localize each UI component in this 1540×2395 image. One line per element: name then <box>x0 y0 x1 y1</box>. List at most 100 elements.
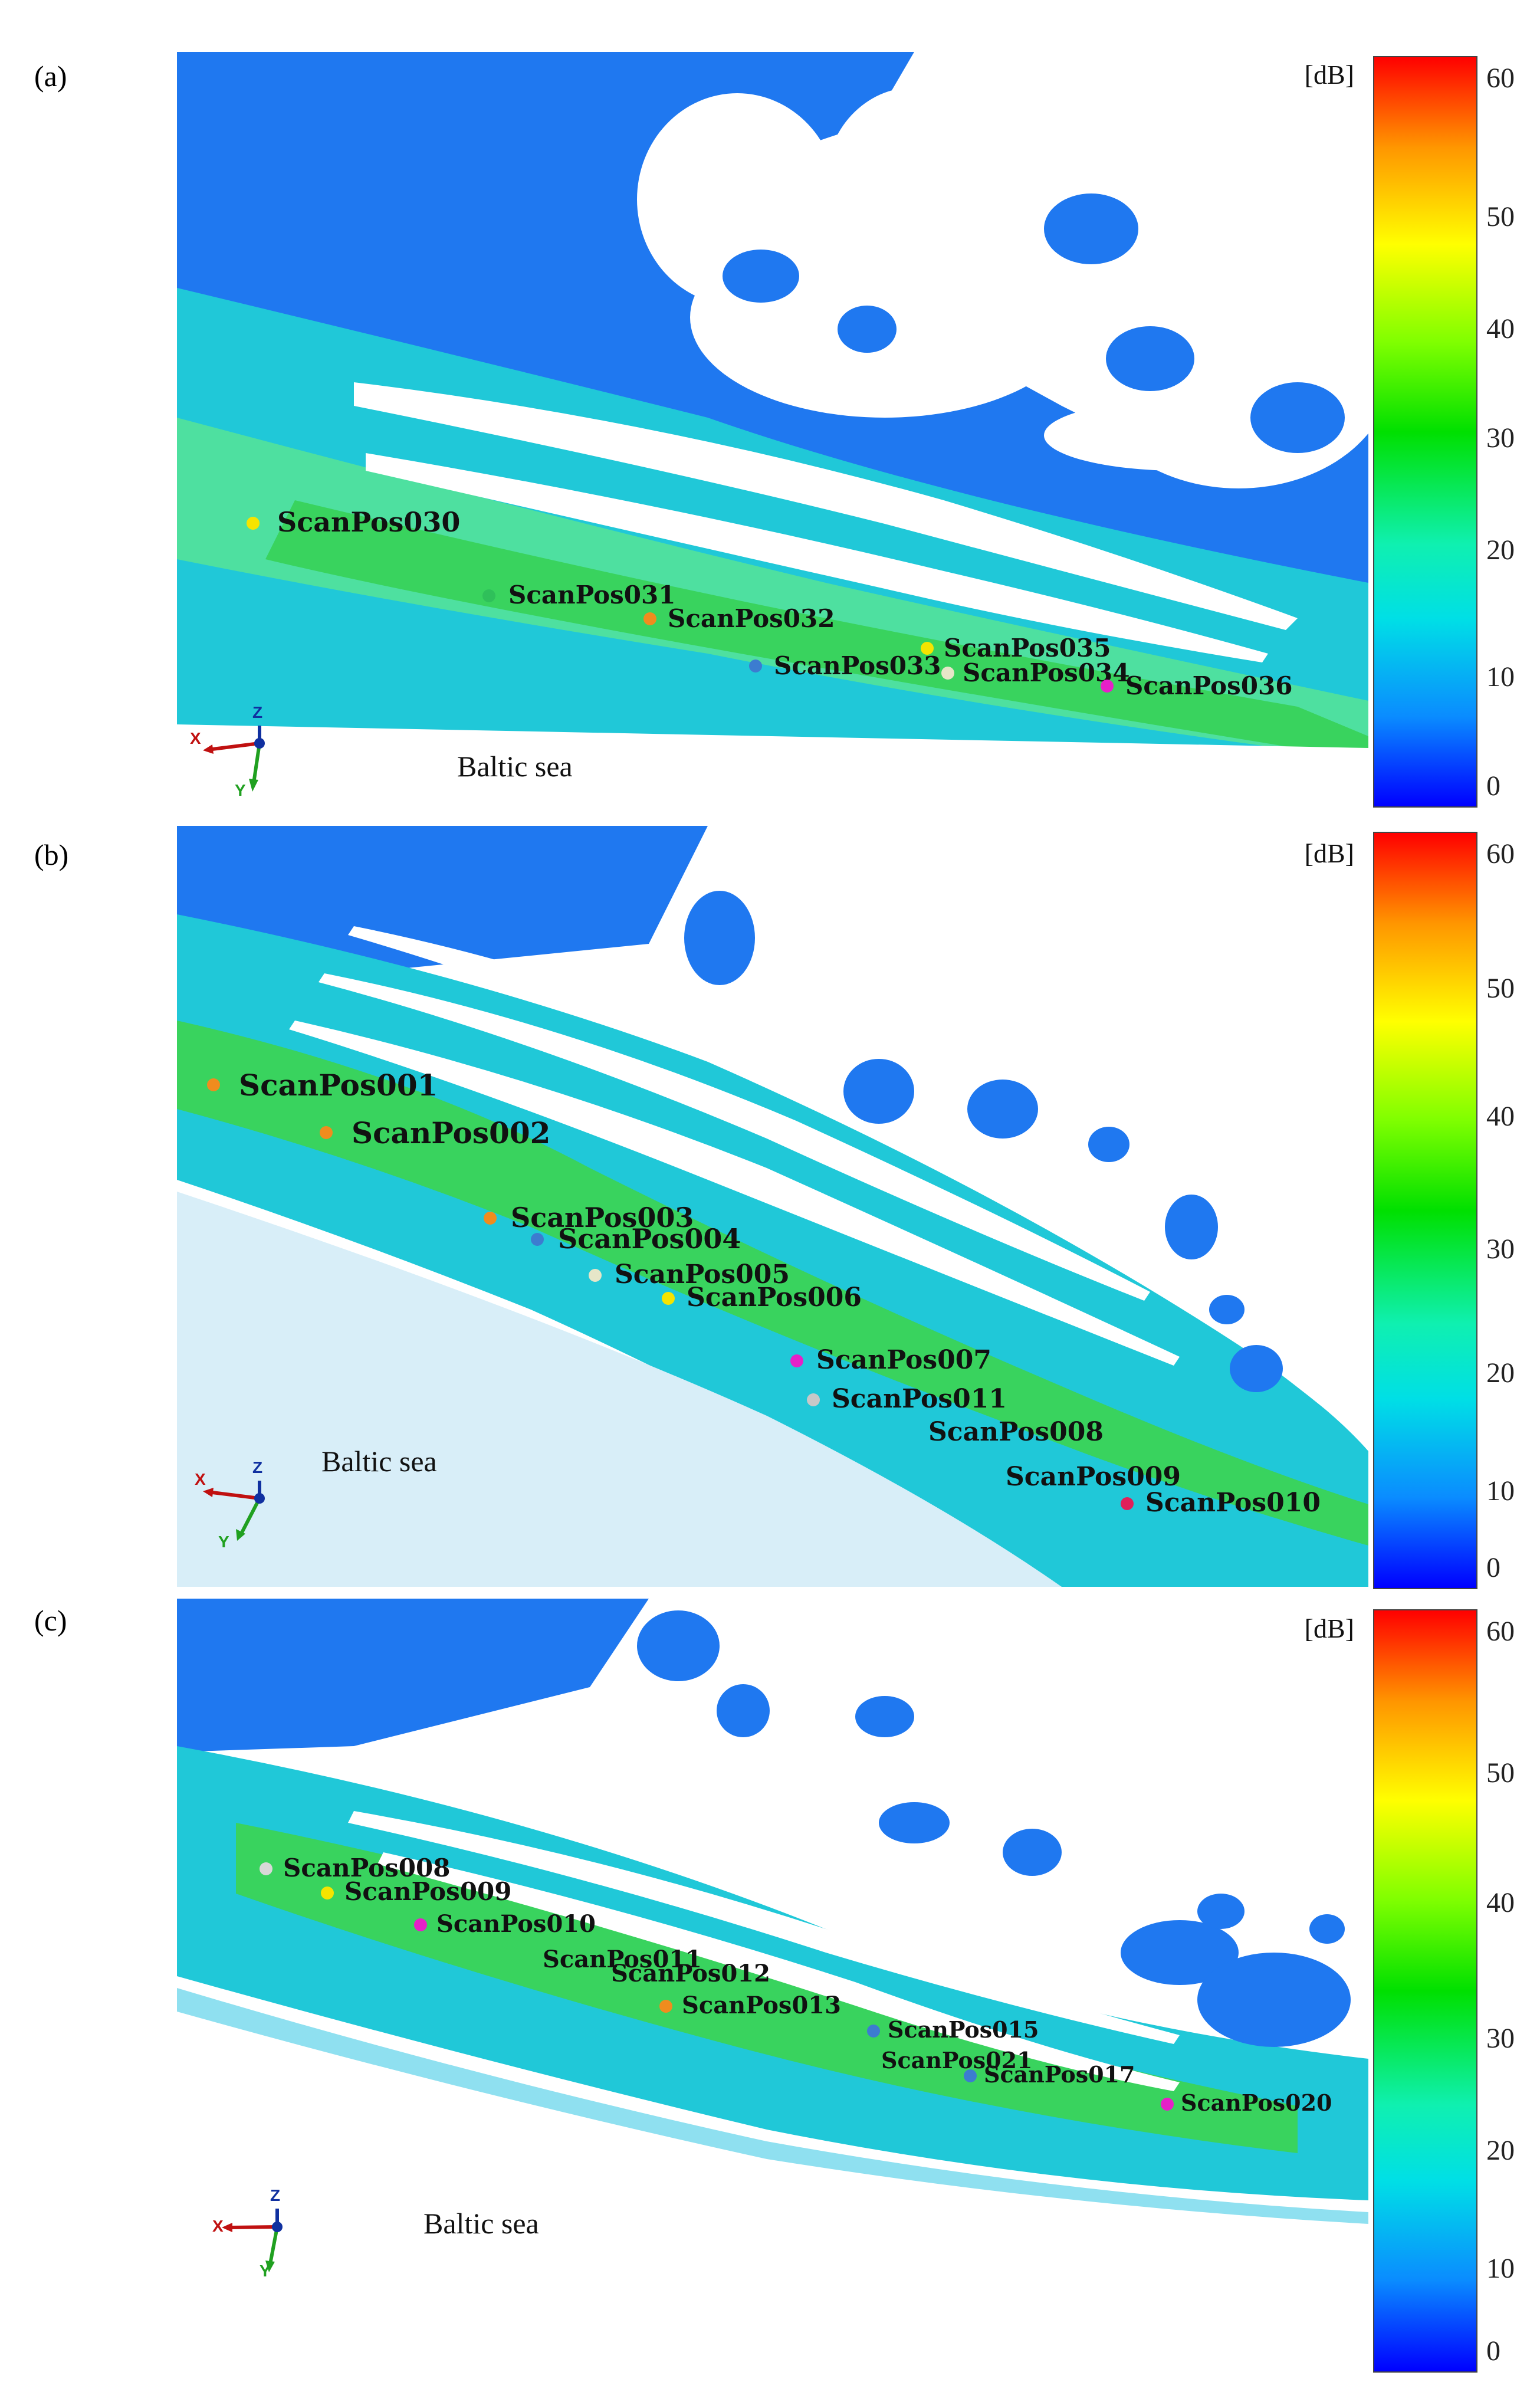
scan-position-label: ScanPos035 <box>944 634 1111 662</box>
scan-position-marker[interactable] <box>414 1918 427 1931</box>
panel-label: (a) <box>34 60 67 93</box>
sea-label: Baltic sea <box>423 2207 539 2240</box>
axis-x-label: X <box>190 729 201 747</box>
colorbar-tick: 0 <box>1486 2335 1500 2367</box>
scan-position-label: ScanPos010 <box>1145 1488 1321 1518</box>
scan-position-marker[interactable] <box>643 612 656 625</box>
colorbar-tick: 0 <box>1486 770 1500 802</box>
scan-position-marker[interactable] <box>482 589 495 602</box>
scan-position-label: ScanPos005 <box>615 1259 790 1290</box>
scan-position-label: ScanPos033 <box>774 651 941 680</box>
panel-b: (b) ScanPos001 ScanPos002 ScanPos003 Sca… <box>0 820 1540 1599</box>
scan-position-label: ScanPos012 <box>611 1960 770 1987</box>
scan-position-label: ScanPos020 <box>1181 2089 1332 2116</box>
scan-position-label: ScanPos007 <box>816 1345 991 1375</box>
colorbar-tick: 50 <box>1486 201 1515 232</box>
colorbar-unit: [dB] <box>1304 838 1354 868</box>
scan-position-label: ScanPos004 <box>558 1223 741 1255</box>
axes-triad: X Z Y <box>183 703 271 799</box>
colorbar-ticks: 60 50 40 30 20 10 0 <box>1368 56 1539 805</box>
colorbar-tick: 30 <box>1486 2023 1515 2054</box>
colorbar-tick: 10 <box>1486 1475 1515 1507</box>
axis-z-label: Z <box>252 703 263 721</box>
panel-a: (a) ScanPos030 ScanPos031 <box>0 0 1540 820</box>
scan-position-marker[interactable] <box>484 1212 497 1225</box>
scan-position-label: ScanPos030 <box>277 506 461 538</box>
scan-position-marker[interactable] <box>320 1126 333 1139</box>
panel-label: (c) <box>34 1604 67 1637</box>
scan-position-label: ScanPos011 <box>543 1945 702 1973</box>
scan-position-marker[interactable] <box>589 1269 602 1282</box>
colorbar <box>1373 832 1477 1589</box>
scan-position-marker[interactable] <box>964 2069 977 2082</box>
scan-position-label: ScanPos017 <box>984 2061 1135 2088</box>
scan-position-label: ScanPos009 <box>1006 1462 1181 1492</box>
scan-position-marker[interactable] <box>867 2025 880 2038</box>
colorbar-tick: 40 <box>1486 313 1515 345</box>
point-cloud-map[interactable] <box>177 52 1368 770</box>
colorbar <box>1373 1609 1477 2373</box>
scan-position-label: ScanPos008 <box>928 1417 1104 1447</box>
point-cloud-map[interactable] <box>177 1599 1368 2371</box>
panel-c: (c) ScanPos008 ScanPos009 ScanPos010 Sca… <box>0 1599 1540 2395</box>
scan-position-marker[interactable] <box>1161 2098 1174 2111</box>
axis-x-label: X <box>212 2217 224 2235</box>
scan-position-label: ScanPos008 <box>283 1853 451 1882</box>
colorbar-tick: 50 <box>1486 1757 1515 1789</box>
scan-position-marker[interactable] <box>941 667 954 680</box>
scan-position-label: ScanPos001 <box>239 1068 438 1103</box>
scan-position-label: ScanPos032 <box>668 604 835 633</box>
axes-triad: X Z Y <box>183 1458 271 1551</box>
scan-position-label: ScanPos015 <box>888 2016 1039 2043</box>
scan-position-label: ScanPos002 <box>352 1116 551 1150</box>
colorbar-ticks: 60 50 40 30 20 10 0 <box>1368 832 1539 1587</box>
axis-x-label: X <box>195 1470 206 1488</box>
scan-position-label: ScanPos009 <box>344 1877 512 1906</box>
colorbar-tick: 60 <box>1486 1616 1515 1647</box>
scan-position-marker[interactable] <box>659 2000 672 2013</box>
colorbar-tick: 30 <box>1486 1233 1515 1265</box>
colorbar-tick: 20 <box>1486 534 1515 566</box>
scan-position-label: ScanPos036 <box>1125 671 1293 700</box>
colorbar-tick: 40 <box>1486 1887 1515 1918</box>
colorbar-tick: 20 <box>1486 1357 1515 1389</box>
scan-position-label: ScanPos006 <box>687 1282 862 1313</box>
scan-position-marker[interactable] <box>531 1233 544 1246</box>
scan-position-label: ScanPos003 <box>511 1202 694 1233</box>
scan-position-marker[interactable] <box>790 1354 803 1367</box>
sea-label: Baltic sea <box>321 1445 437 1478</box>
scan-position-label: ScanPos010 <box>436 1910 596 1938</box>
scan-position-marker[interactable] <box>207 1078 220 1091</box>
colorbar <box>1373 56 1477 808</box>
colorbar-tick: 40 <box>1486 1101 1515 1132</box>
axis-y-label: Y <box>235 781 246 799</box>
scan-position-marker[interactable] <box>662 1292 675 1305</box>
scan-position-label: ScanPos021 <box>881 2047 1033 2074</box>
axis-y-label: Y <box>218 1533 229 1551</box>
scan-position-label: ScanPos011 <box>832 1384 1007 1414</box>
scan-position-marker[interactable] <box>807 1393 820 1406</box>
colorbar-tick: 30 <box>1486 422 1515 454</box>
scan-position-marker[interactable] <box>260 1862 272 1875</box>
axis-z-label: Z <box>270 2186 281 2204</box>
point-cloud-render <box>177 826 1368 1587</box>
scan-position-marker[interactable] <box>1121 1497 1134 1510</box>
scan-position-marker[interactable] <box>921 642 934 655</box>
colorbar-tick: 60 <box>1486 838 1515 870</box>
point-cloud-render <box>177 1599 1368 2371</box>
axes-triad: X Z Y <box>201 2186 289 2280</box>
scan-position-marker[interactable] <box>749 660 762 672</box>
colorbar-unit: [dB] <box>1304 1613 1354 1643</box>
scan-position-marker[interactable] <box>1101 680 1114 693</box>
panel-label: (b) <box>34 838 69 871</box>
axis-y-label: Y <box>260 2262 271 2280</box>
colorbar-ticks: 60 50 40 30 20 10 0 <box>1368 1609 1539 2370</box>
colorbar-tick: 10 <box>1486 661 1515 693</box>
point-cloud-map[interactable] <box>177 826 1368 1587</box>
scan-position-marker[interactable] <box>247 517 260 530</box>
colorbar-unit: [dB] <box>1304 60 1354 90</box>
sea-label: Baltic sea <box>457 750 573 783</box>
colorbar-tick: 10 <box>1486 2253 1515 2284</box>
colorbar-tick: 50 <box>1486 973 1515 1004</box>
scan-position-marker[interactable] <box>321 1887 334 1899</box>
